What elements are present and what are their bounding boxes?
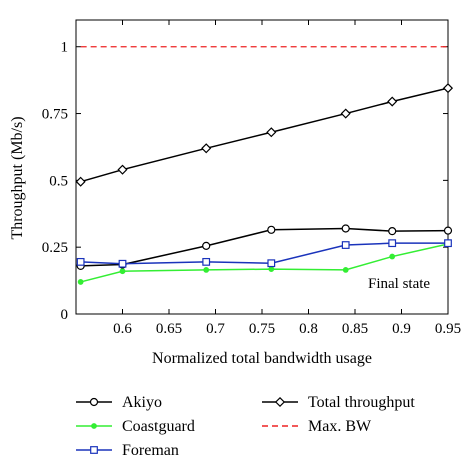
legend-akiyo-label: Akiyo [122, 394, 162, 411]
coastguard-point [203, 267, 210, 273]
legend-foreman-marker [90, 446, 98, 454]
akiyo-point [443, 226, 453, 235]
y-tick-label: 0.5 [49, 173, 68, 189]
foreman-point [76, 257, 85, 266]
foreman-point [118, 259, 127, 268]
legend-total-throughput-label: Total throughput [308, 394, 415, 411]
total-throughput-point [266, 127, 277, 138]
markers-layer [75, 83, 454, 285]
x-tick-label: 0.75 [249, 321, 275, 337]
coastguard-point [268, 266, 275, 272]
foreman-point [267, 259, 276, 268]
legend-max-bw-label: Max. BW [308, 418, 372, 435]
x-tick-label: 0.8 [299, 321, 318, 337]
x-tick-label: 0.7 [206, 321, 225, 337]
legend-akiyo-marker [89, 397, 99, 407]
x-tick-label: 0.85 [342, 321, 368, 337]
total-throughput-point [117, 164, 128, 175]
y-tick-label: 0.25 [42, 240, 68, 256]
total-throughput-point [201, 143, 212, 154]
legend-coastguard-marker [91, 423, 97, 429]
total-throughput-point [442, 83, 454, 94]
total-throughput-point [340, 108, 351, 119]
total-throughput-point [75, 176, 86, 187]
y-tick-label: 0 [61, 307, 69, 323]
legend-total-throughput-marker [274, 396, 286, 408]
coastguard-point [119, 268, 126, 275]
foreman-point [444, 239, 452, 248]
x-tick-label: 0.65 [156, 321, 182, 337]
foreman-point [341, 241, 350, 249]
legend-coastguard-label: Coastguard [122, 418, 195, 435]
final-state-annotation: Final state [368, 276, 430, 292]
y-axis-label: Throughput (Mb/s) [9, 116, 26, 239]
total-throughput-point [387, 96, 398, 107]
x-tick-label: 0.95 [435, 321, 461, 337]
plot-area-frame [75, 19, 449, 315]
foreman-point [388, 239, 397, 248]
coastguard-point [342, 267, 349, 273]
x-tick-label: 0.6 [113, 321, 132, 337]
legend-foreman-label: Foreman [122, 442, 179, 459]
axis-ticks: 0.6 0.65 0.7 0.75 0.8 0.85 0.9 0.95 0 0.25 0.5 0.75… [42, 20, 461, 337]
akiyo-point [341, 224, 350, 233]
akiyo-point [202, 241, 211, 250]
y-tick-label: 0.75 [42, 107, 68, 123]
akiyo-point [267, 225, 276, 234]
x-tick-label: 0.9 [392, 321, 411, 337]
akiyo-point [388, 227, 397, 236]
legend: Akiyo Coastguard Foreman Total throughput Ma… [76, 394, 415, 459]
foreman-point [202, 257, 211, 266]
y-tick-label: 1 [61, 40, 69, 56]
x-axis-label: Normalized total bandwidth usage [152, 350, 372, 367]
coastguard-point [77, 279, 84, 285]
coastguard-point [389, 253, 396, 260]
